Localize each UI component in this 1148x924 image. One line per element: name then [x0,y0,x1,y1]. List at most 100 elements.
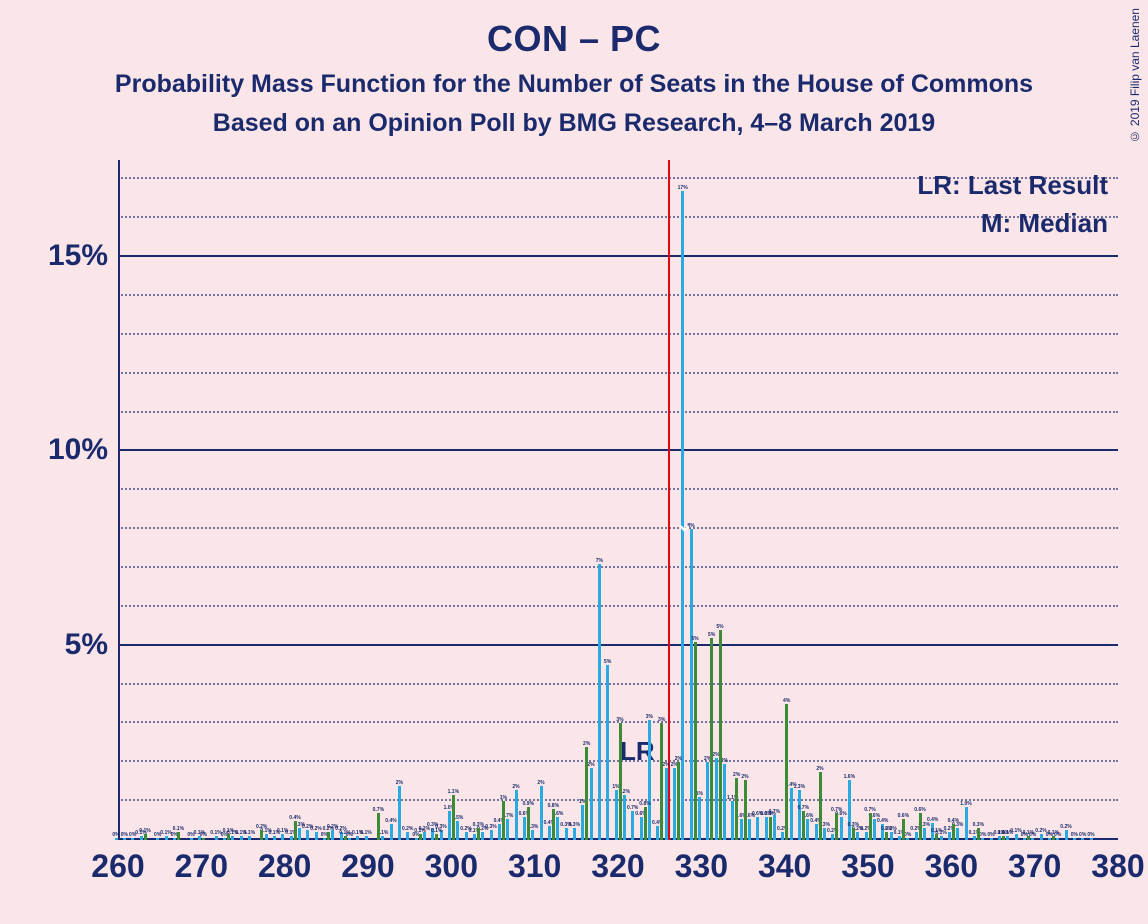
bar: 0% [156,838,159,840]
bar-value-label: 7% [596,558,603,564]
x-tick-label: 280 [258,848,311,885]
bar: 0.2% [890,832,893,840]
bar-value-label: 0.4% [877,818,888,824]
bar-value-label: 0.7% [798,805,809,811]
bar: 0.1% [1002,836,1005,840]
bar: 0% [202,838,205,840]
bar: 0.6% [873,819,876,840]
bar: 1.2% [623,795,626,840]
bar: 2% [735,778,738,840]
bar-value-label: 2% [587,762,594,768]
bar: 2% [398,786,401,840]
bar: 3% [648,720,651,840]
bar: 0.3% [852,828,855,840]
bar-value-label: 0.4% [289,815,300,821]
bar: 0.2% [1040,834,1043,840]
bar: 0.1% [356,836,359,840]
bar: 0.2% [406,832,409,840]
bar: 0.1% [231,836,234,840]
bar: 0.7% [835,813,838,840]
bar-value-label: 2% [741,774,748,780]
bar: 2% [706,762,709,840]
bar: 0.2% [465,832,468,840]
bar: 0.8% [644,807,647,840]
bar: 0.3% [573,828,576,840]
bar: 0% [223,838,226,840]
bar: 0.8% [552,809,555,840]
bar: 5% [719,630,722,840]
bar-value-label: 0.6% [764,811,775,817]
bar-value-label: 0% [1071,832,1078,838]
bar: 0% [131,838,134,840]
bar: 0.7% [506,819,509,840]
bar: 0.4% [390,824,393,840]
plot-area: LR 0%0%0%0.1%0%0.1%0%0%0.1%0.1%0%0.1%0.1… [118,160,1118,840]
bar: 0% [981,838,984,840]
bar: 0% [123,838,126,840]
x-tick-label: 330 [675,848,728,885]
bar: 0.1% [1052,836,1055,840]
bar: 0.3% [565,828,568,840]
bar-value-label: 0.4% [927,817,938,823]
bar: 0.4% [815,824,818,840]
bar: 0.2% [831,834,834,840]
bar: 1.3% [798,790,801,841]
x-tick-label: 360 [925,848,978,885]
bar-value-label: 1.6% [844,774,855,780]
bar: 0.6% [769,817,772,840]
bar: 2% [673,768,676,840]
bar: 1.0% [448,811,451,840]
bar: 2% [665,768,668,840]
bar-value-label: 0% [1087,832,1094,838]
bar-value-label: 0% [112,832,119,838]
bar: 5% [606,665,609,840]
bar-value-label: 4% [783,698,790,704]
bar: 0.1% [381,836,384,840]
bar: 0.7% [802,811,805,840]
bar-value-label: 5% [691,636,698,642]
bar: 0.1% [998,836,1001,840]
bar: 1% [698,797,701,840]
bar: 0.9% [527,807,530,840]
bar: 0.1% [365,836,368,840]
bar-value-label: 0.1% [173,826,184,832]
bar: 0.4% [498,824,501,840]
bar: 0.6% [765,817,768,840]
bar-value-label: 0% [200,832,207,838]
bar: 0.1% [248,836,251,840]
median-marker: ⌄ [676,512,693,537]
bar-value-label: 0.1% [223,828,234,834]
bar-value-label: 1.3% [794,784,805,790]
bar: 0.1% [1006,836,1009,840]
bar-value-label: 3% [646,714,653,720]
bar-value-label: 0.1% [998,830,1009,836]
x-tick-label: 370 [1008,848,1061,885]
bar: 0% [1048,838,1051,840]
bar-value-label: 2% [662,762,669,768]
bar: 2% [540,786,543,840]
bar: 0.2% [315,832,318,840]
bar: 0.1% [265,834,268,840]
bar: 3% [619,723,622,840]
bar-value-label: 0% [979,832,986,838]
x-tick-label: 300 [425,848,478,885]
bar-value-label: 1.0% [960,801,971,807]
bar: 0.1% [290,836,293,840]
bar: 0.1% [940,836,943,840]
chart-subtitle-1: Probability Mass Function for the Number… [0,70,1148,99]
bar: 1.0% [965,807,968,840]
bar: 0.3% [977,828,980,840]
bar-value-label: 3% [658,717,665,723]
bar: 0.1% [935,834,938,840]
bar: 0% [115,838,118,840]
x-tick-label: 380 [1091,848,1144,885]
bar-value-label: 5% [604,659,611,665]
bar: 0% [190,838,193,840]
bar-value-label: 0.3% [848,822,859,828]
bar: 3% [660,723,663,840]
bar: 0.2% [865,832,868,840]
legend-last-result: LR: Last Result [917,170,1108,201]
chart-subtitle-2: Based on an Opinion Poll by BMG Research… [0,109,1148,138]
bar: 0.2% [915,832,918,840]
bar: 0% [1056,838,1059,840]
